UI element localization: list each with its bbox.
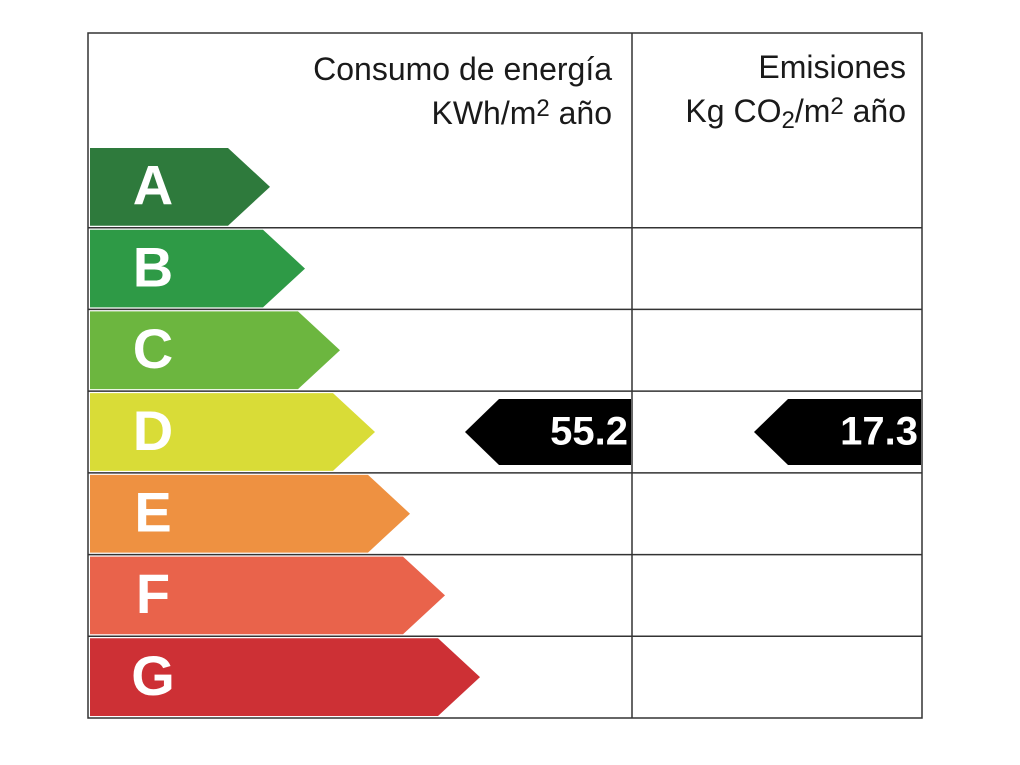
unit-part: 2 (830, 93, 843, 120)
rating-letter: E (134, 481, 171, 544)
value-arrow (465, 399, 631, 465)
unit-part: 2 (536, 95, 549, 122)
unit-part: año (844, 93, 906, 129)
value-label: 17.3 (840, 410, 918, 454)
unit-part: /m (795, 93, 831, 129)
unit-part: año (550, 95, 612, 131)
rating-letter: D (133, 399, 173, 462)
consumption-unit: KWh/m2 año (431, 95, 612, 131)
unit-part: KWh/m (431, 95, 536, 131)
value-arrow (754, 399, 921, 465)
unit-part: Kg CO (685, 93, 781, 129)
rating-letter: C (133, 317, 173, 380)
rating-bar (90, 556, 445, 635)
unit-part: 2 (781, 107, 794, 134)
emissions-title: Emisiones (758, 49, 906, 85)
value-label: 55.2 (550, 410, 628, 454)
consumption-title: Consumo de energía (313, 51, 612, 87)
rating-letter: F (136, 562, 170, 625)
rating-letter: A (133, 154, 173, 217)
rating-bar (90, 393, 375, 471)
rating-bar (90, 229, 305, 308)
rating-bar (90, 638, 480, 716)
rating-bar (90, 474, 410, 553)
frame (87, 32, 923, 719)
rating-letter: G (131, 644, 175, 707)
rating-bar (90, 148, 270, 226)
rating-letter: B (133, 235, 173, 298)
emissions-unit: Kg CO2/m2 año (685, 93, 906, 134)
rating-bar (90, 311, 340, 390)
